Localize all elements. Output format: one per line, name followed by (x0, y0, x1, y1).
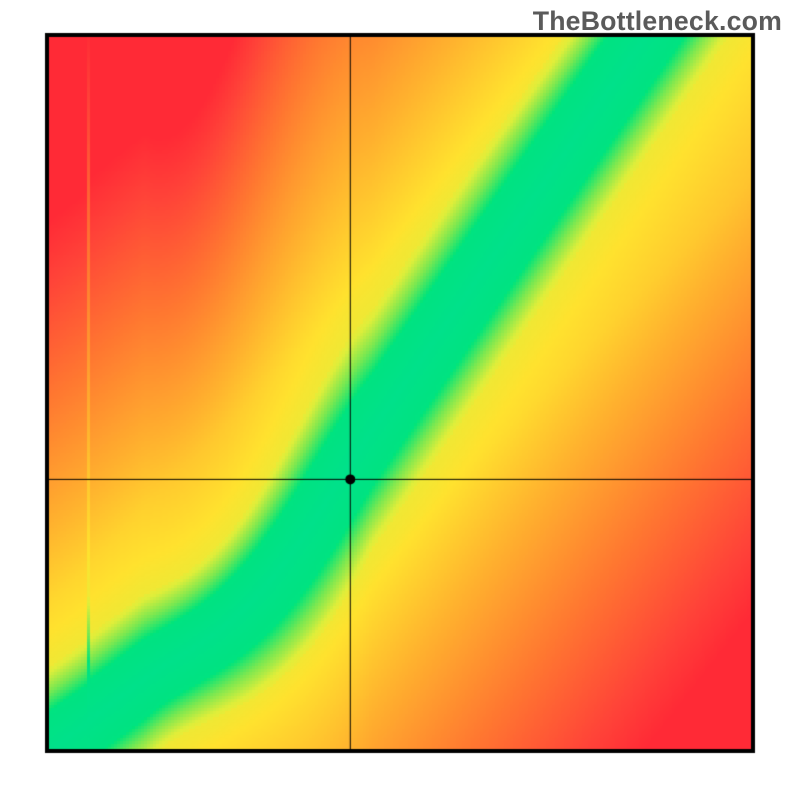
heatmap-canvas (0, 0, 800, 800)
chart-container: TheBottleneck.com (0, 0, 800, 800)
